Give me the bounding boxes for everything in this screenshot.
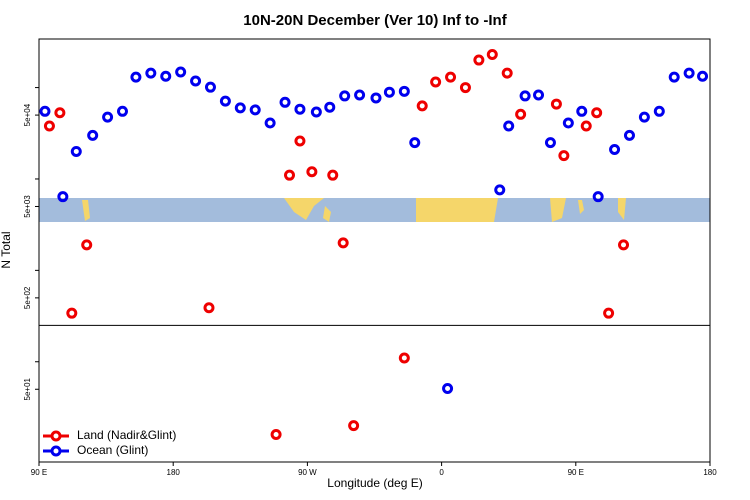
point: [87, 129, 99, 141]
point: [370, 92, 382, 104]
legend-marker: [50, 445, 62, 457]
legend-label: Ocean (Glint): [77, 443, 148, 457]
y-tick-label: 5e+01: [23, 377, 32, 400]
point: [70, 145, 82, 157]
point: [473, 54, 485, 66]
point: [102, 111, 114, 123]
point: [576, 105, 588, 117]
point: [54, 107, 66, 119]
legend-label: Land (Nadir&Glint): [77, 428, 176, 442]
legend-marker: [50, 430, 62, 442]
point: [294, 135, 306, 147]
point: [81, 239, 93, 251]
point: [348, 420, 360, 432]
point: [519, 90, 531, 102]
point: [445, 71, 457, 83]
point: [284, 169, 296, 181]
point: [683, 67, 695, 79]
x-tick-label: 90 W: [298, 468, 317, 477]
point: [486, 49, 498, 61]
point: [515, 108, 527, 120]
point: [337, 237, 349, 249]
point: [306, 166, 318, 178]
x-tick-label: 90 E: [568, 468, 584, 477]
point: [697, 70, 709, 82]
point: [219, 95, 231, 107]
point: [204, 81, 216, 93]
point: [310, 106, 322, 118]
point: [653, 105, 665, 117]
point: [398, 352, 410, 364]
point: [354, 89, 366, 101]
point: [145, 67, 157, 79]
point: [591, 107, 603, 119]
point: [459, 82, 471, 94]
point: [580, 120, 592, 132]
point: [603, 307, 615, 319]
point: [130, 71, 142, 83]
point: [190, 75, 202, 87]
point: [562, 117, 574, 129]
point: [175, 66, 187, 78]
point: [117, 105, 129, 117]
point: [544, 137, 556, 149]
point: [550, 98, 562, 110]
point: [270, 428, 282, 440]
point: [383, 86, 395, 98]
point: [609, 144, 621, 156]
point: [66, 307, 78, 319]
point: [324, 101, 336, 113]
x-tick-label: 0: [439, 468, 444, 477]
x-tick-label: 90 E: [31, 468, 47, 477]
y-tick-label: 5e+03: [23, 195, 32, 218]
point: [618, 239, 630, 251]
point: [43, 120, 55, 132]
point: [264, 117, 276, 129]
map-strip: [39, 198, 710, 222]
x-axis-label: Longitude (deg E): [327, 476, 422, 490]
point: [203, 302, 215, 314]
x-tick-label: 180: [703, 468, 717, 477]
point: [294, 103, 306, 115]
y-tick-label: 5e+02: [23, 286, 32, 309]
point: [558, 150, 570, 162]
point: [249, 104, 261, 116]
point: [533, 89, 545, 101]
point: [409, 137, 421, 149]
point: [339, 90, 351, 102]
y-axis-label: N Total: [0, 231, 13, 268]
plot-frame: [38, 38, 711, 463]
point: [668, 71, 680, 83]
x-tick-label: 180: [167, 468, 181, 477]
chart-title: 10N-20N December (Ver 10) Inf to -Inf: [243, 12, 507, 29]
point: [638, 111, 650, 123]
point: [57, 191, 69, 203]
point: [501, 67, 513, 79]
y-tick-label: 5e+04: [23, 103, 32, 126]
point: [39, 105, 51, 117]
point: [442, 382, 454, 394]
point: [494, 184, 506, 196]
point: [160, 70, 172, 82]
point: [416, 100, 428, 112]
point: [398, 85, 410, 97]
point: [279, 96, 291, 108]
point: [430, 76, 442, 88]
point: [592, 191, 604, 203]
point: [327, 169, 339, 181]
point: [503, 120, 515, 132]
point: [623, 129, 635, 141]
point: [234, 102, 246, 114]
